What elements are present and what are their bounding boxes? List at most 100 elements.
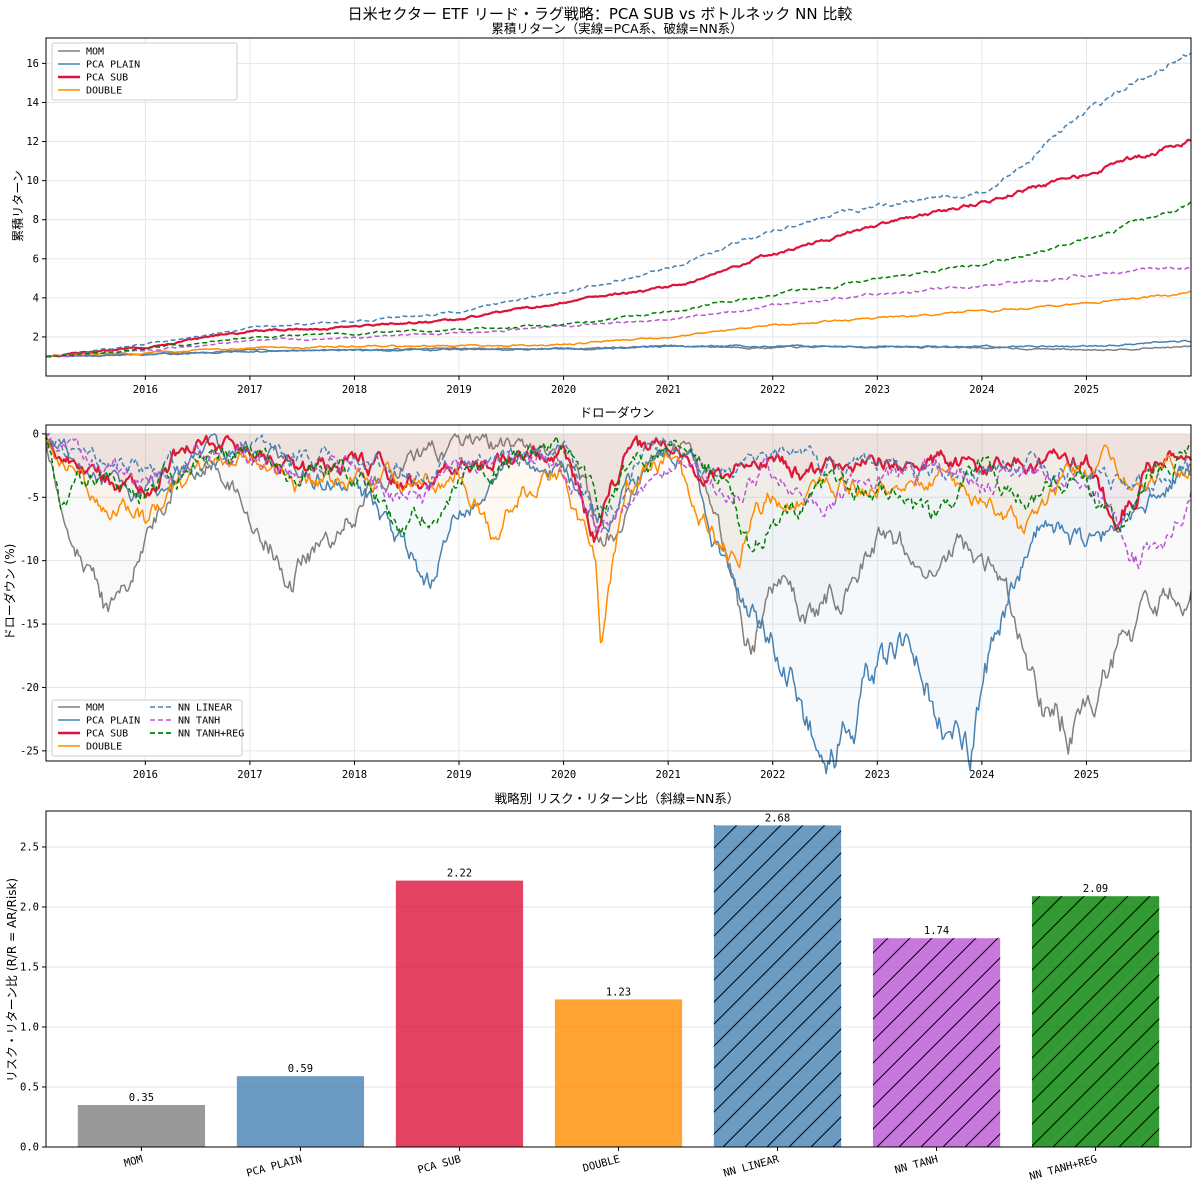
bar-hatch-nn-tanh-reg xyxy=(1031,896,1160,1147)
series-line-pca-plain xyxy=(45,339,1192,358)
legend-box xyxy=(51,699,243,757)
bar-value-label-double: 1.23 xyxy=(606,986,631,998)
bar-value-label-nn-tanh-reg: 2.09 xyxy=(1083,883,1108,895)
x-tick-label: 2024 xyxy=(969,769,994,781)
legend-label-double: DOUBLE xyxy=(86,742,122,753)
series-line-nn-tanh xyxy=(45,433,1192,570)
series-line-nn-tanh-reg xyxy=(45,201,1192,358)
bar-hatch-nn-linear xyxy=(713,825,842,1147)
y-tick-label: 2 xyxy=(33,331,39,343)
x-tick-label: 2019 xyxy=(446,769,471,781)
y-tick-label: -10 xyxy=(20,555,39,567)
bar-pca-plain xyxy=(236,1076,365,1147)
x-tick-label-nn-tanh-reg: NN TANH+REG xyxy=(1028,1153,1098,1183)
y-tick-label: 1.5 xyxy=(20,962,39,974)
x-tick-label: 2021 xyxy=(656,384,681,396)
x-tick-label: 2016 xyxy=(133,769,158,781)
x-tick-label: 2025 xyxy=(1074,384,1099,396)
series-line-pca-sub xyxy=(44,434,1192,543)
y-tick-label: 4 xyxy=(33,292,39,304)
x-tick-label: 2025 xyxy=(1074,769,1099,781)
legend-label-mom: MOM xyxy=(86,703,104,714)
drawdown-fill-pca-plain xyxy=(46,433,1191,774)
legend-label-nn-tanh: NN TANH xyxy=(178,716,220,727)
bar-value-label-mom: 0.35 xyxy=(129,1092,154,1104)
cumulative-return-legend: MOM PCA PLAIN PCA SUB DOUBLE xyxy=(51,42,238,101)
y-tick-label: 0 xyxy=(33,428,39,440)
series-line-double xyxy=(45,290,1192,358)
series-line-double xyxy=(45,438,1192,644)
bar-pca-sub xyxy=(395,880,524,1147)
figure-title: 日米セクター ETF リード・ラグ戦略：PCA SUB vs ボトルネック NN… xyxy=(348,5,853,23)
drawdown-ticks: 2016 2017 2018 2019 2020 2021 2022 2023 2024 2025… xyxy=(20,428,1099,781)
y-tick-label: 14 xyxy=(26,97,39,109)
x-tick-label-mom: MOM xyxy=(123,1153,144,1170)
y-tick-label: 12 xyxy=(26,136,39,148)
risk-return-ylabel: リスク・リターン比 (R/R = AR/Risk) xyxy=(5,878,19,1082)
drawdown-series xyxy=(44,433,1192,775)
legend-label-pca-sub: PCA SUB xyxy=(86,729,128,740)
x-tick-label: 2023 xyxy=(865,769,890,781)
drawdown-ylabel: ドローダウン (%) xyxy=(2,544,17,641)
y-tick-label: 8 xyxy=(33,214,39,226)
x-tick-label: 2017 xyxy=(237,769,262,781)
y-tick-label: 10 xyxy=(26,175,39,187)
bar-value-label-nn-linear: 2.68 xyxy=(765,812,790,824)
cumulative-return-grid xyxy=(46,38,1191,376)
bar-hatch-nn-tanh xyxy=(872,938,1001,1147)
x-tick-label: 2018 xyxy=(342,384,367,396)
x-tick-label: 2021 xyxy=(656,769,681,781)
series-line-pca-sub xyxy=(45,138,1192,358)
legend-label-nn-linear: NN LINEAR xyxy=(178,703,233,714)
y-tick-label: 0.5 xyxy=(20,1082,39,1094)
y-tick-label: -20 xyxy=(20,682,39,694)
x-tick-label-pca-sub: PCA SUB xyxy=(416,1153,462,1176)
y-tick-label: 6 xyxy=(33,253,39,265)
x-tick-label: 2016 xyxy=(133,384,158,396)
cumulative-return-series xyxy=(45,52,1192,358)
drawdown-fill-double xyxy=(46,433,1191,643)
y-tick-label: 0.0 xyxy=(20,1142,39,1154)
y-tick-label: -15 xyxy=(20,619,39,631)
y-tick-label: 2.5 xyxy=(20,842,39,854)
x-tick-label: 2020 xyxy=(551,769,576,781)
cumulative-return-title: 累積リターン（実線=PCA系、破線=NN系） xyxy=(491,21,742,36)
y-tick-label: 2.0 xyxy=(20,902,39,914)
x-tick-label-double: DOUBLE xyxy=(582,1153,622,1174)
legend-label-nn-tanh-reg: NN TANH+REG xyxy=(178,729,244,740)
bar-value-label-pca-plain: 0.59 xyxy=(288,1063,313,1075)
legend-label-pca-plain: PCA PLAIN xyxy=(86,60,140,71)
legend-label-pca-plain: PCA PLAIN xyxy=(86,716,140,727)
drawdown-panel: ドローダウン ドローダウン (%) 2016 2017 2018 2019 2020 20… xyxy=(2,405,1192,781)
bar-mom xyxy=(77,1105,206,1147)
drawdown-fill-pca-sub xyxy=(46,433,1191,542)
legend-label-mom: MOM xyxy=(86,47,104,58)
drawdown-legend: MOM PCA PLAIN PCA SUB DOUBLE NN LINEAR N… xyxy=(51,699,244,757)
legend-box xyxy=(51,42,238,101)
cumulative-return-axes-frame xyxy=(45,37,1192,377)
cumulative-return-panel: 累積リターン（実線=PCA系、破線=NN系） 累積リターン 2016 2017 20… xyxy=(10,21,1192,396)
cumulative-return-ylabel: 累積リターン xyxy=(10,170,25,241)
x-tick-label: 2024 xyxy=(969,384,994,396)
drawdown-fill-mom xyxy=(46,433,1191,754)
series-line-nn-linear xyxy=(45,433,1192,517)
risk-return-title: 戦略別 リスク・リターン比（斜線=NN系） xyxy=(495,791,740,806)
risk-return-axes-frame xyxy=(45,810,1192,1148)
bar-value-label-pca-sub: 2.22 xyxy=(447,868,472,880)
y-tick-label: 1.0 xyxy=(20,1022,39,1034)
x-tick-label: 2023 xyxy=(865,384,890,396)
bar-double xyxy=(554,999,683,1147)
x-tick-label-nn-tanh: NN TANH xyxy=(893,1153,939,1176)
x-tick-label: 2022 xyxy=(760,769,785,781)
x-tick-label-nn-linear: NN LINEAR xyxy=(722,1153,781,1179)
drawdown-title: ドローダウン xyxy=(579,405,654,420)
x-tick-label: 2019 xyxy=(446,384,471,396)
cumulative-return-ticks: 2016 2017 2018 2019 2020 2021 2022 2023 2024 2025… xyxy=(26,58,1099,396)
y-tick-label: 16 xyxy=(26,58,39,70)
series-line-nn-linear xyxy=(45,52,1192,358)
x-tick-label: 2017 xyxy=(237,384,262,396)
x-tick-label: 2022 xyxy=(760,384,785,396)
x-tick-label-pca-plain: PCA PLAIN xyxy=(245,1153,303,1179)
risk-return-panel: 戦略別 リスク・リターン比（斜線=NN系） リスク・リターン比 (R/R = A… xyxy=(5,791,1192,1183)
